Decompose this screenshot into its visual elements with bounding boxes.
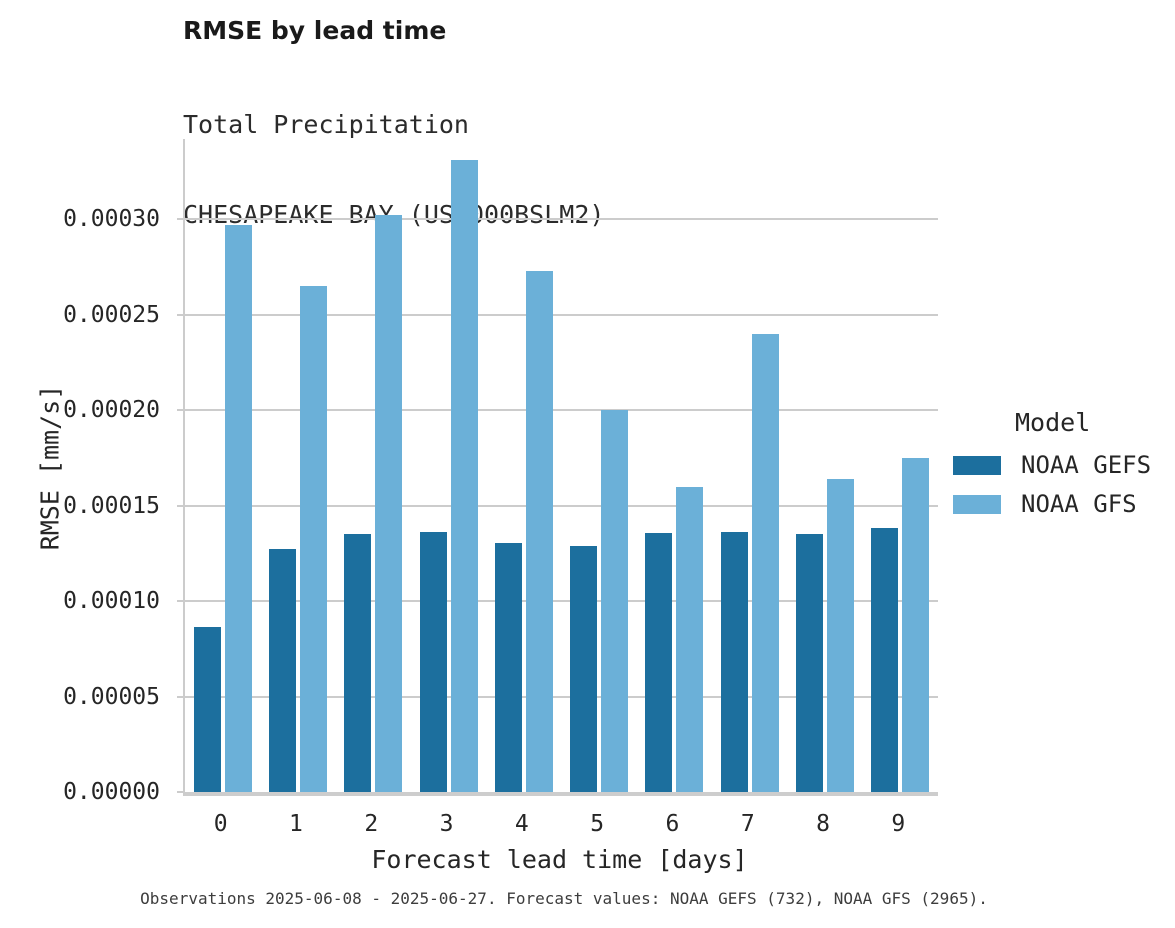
x-tick-label: 5 <box>590 811 605 837</box>
legend-label: NOAA GEFS <box>1021 451 1152 479</box>
legend-swatch-icon <box>953 455 1001 475</box>
gridline <box>185 313 938 316</box>
gridline <box>185 695 938 698</box>
bar-noaa-gefs-day5 <box>570 546 598 792</box>
chart-subtitle-line1: Total Precipitation <box>183 110 469 139</box>
gridline <box>185 218 938 221</box>
chart-subtitle: Total Precipitation CHESAPEAKE BAY (USL0… <box>183 50 604 290</box>
x-tick-label: 7 <box>740 811 755 837</box>
x-tick-label: 2 <box>364 811 379 837</box>
legend-item-noaa-gfs: NOAA GFS <box>953 489 1151 519</box>
y-tick-mark <box>177 409 183 412</box>
bar-noaa-gfs-day0 <box>224 224 252 792</box>
chart-title: RMSE by lead time <box>183 16 447 45</box>
bar-noaa-gefs-day0 <box>193 626 221 792</box>
y-tick-label: 0.00015 <box>63 492 160 519</box>
x-tick-label: 6 <box>665 811 680 837</box>
y-tick-mark <box>177 791 183 793</box>
y-tick-label: 0.00030 <box>63 206 160 233</box>
y-tick-mark <box>177 600 183 603</box>
y-tick-label: 0.00010 <box>63 588 160 615</box>
bar-noaa-gefs-day7 <box>720 531 748 792</box>
legend: Model NOAA GEFS NOAA GFS <box>953 408 1151 528</box>
x-tick-label: 9 <box>891 811 906 837</box>
bar-noaa-gfs-day3 <box>450 160 478 792</box>
y-tick-label: 0.00020 <box>63 397 160 424</box>
bar-noaa-gefs-day6 <box>645 533 673 792</box>
bar-noaa-gfs-day2 <box>375 215 403 792</box>
legend-item-noaa-gefs: NOAA GEFS <box>953 450 1151 480</box>
y-tick-mark <box>177 504 183 507</box>
x-axis-title: Forecast lead time [days] <box>371 845 748 874</box>
bar-noaa-gefs-day9 <box>871 527 899 792</box>
legend-label: NOAA GFS <box>1021 490 1137 518</box>
legend-items: NOAA GEFS NOAA GFS <box>953 450 1151 519</box>
y-tick-mark <box>177 695 183 698</box>
bar-noaa-gfs-day5 <box>601 410 629 792</box>
x-tick-label: 0 <box>213 811 228 837</box>
bar-noaa-gefs-day8 <box>796 534 824 792</box>
bar-noaa-gefs-day4 <box>494 543 522 792</box>
bar-noaa-gfs-day4 <box>525 270 553 792</box>
bar-noaa-gfs-day1 <box>299 286 327 792</box>
caption: Observations 2025-06-08 - 2025-06-27. Fo… <box>140 889 988 908</box>
plot-area <box>183 139 938 796</box>
chart-subtitle-line2: CHESAPEAKE BAY (USL000BSLM2) <box>183 200 605 229</box>
y-tick-label: 0.00005 <box>63 683 160 710</box>
x-tick-label: 4 <box>514 811 529 837</box>
legend-title: Model <box>1015 408 1091 437</box>
bar-noaa-gfs-day7 <box>751 333 779 792</box>
y-tick-mark <box>177 313 183 316</box>
x-tick-label: 3 <box>439 811 454 837</box>
x-tick-label: 1 <box>289 811 303 837</box>
bar-noaa-gefs-day2 <box>344 533 372 792</box>
bar-noaa-gefs-day1 <box>268 548 296 792</box>
bar-noaa-gfs-day6 <box>676 486 704 792</box>
bar-noaa-gfs-day8 <box>827 478 855 792</box>
y-tick-label: 0.00025 <box>63 301 160 328</box>
y-tick-label: 0.00000 <box>63 779 160 805</box>
y-tick-mark <box>177 218 183 221</box>
gridline <box>185 504 938 507</box>
gridline <box>185 600 938 603</box>
bar-noaa-gefs-day3 <box>419 532 447 792</box>
x-tick-label: 8 <box>816 811 830 837</box>
legend-swatch-icon <box>953 494 1001 514</box>
gridline <box>185 409 938 412</box>
bar-noaa-gfs-day9 <box>902 457 930 792</box>
